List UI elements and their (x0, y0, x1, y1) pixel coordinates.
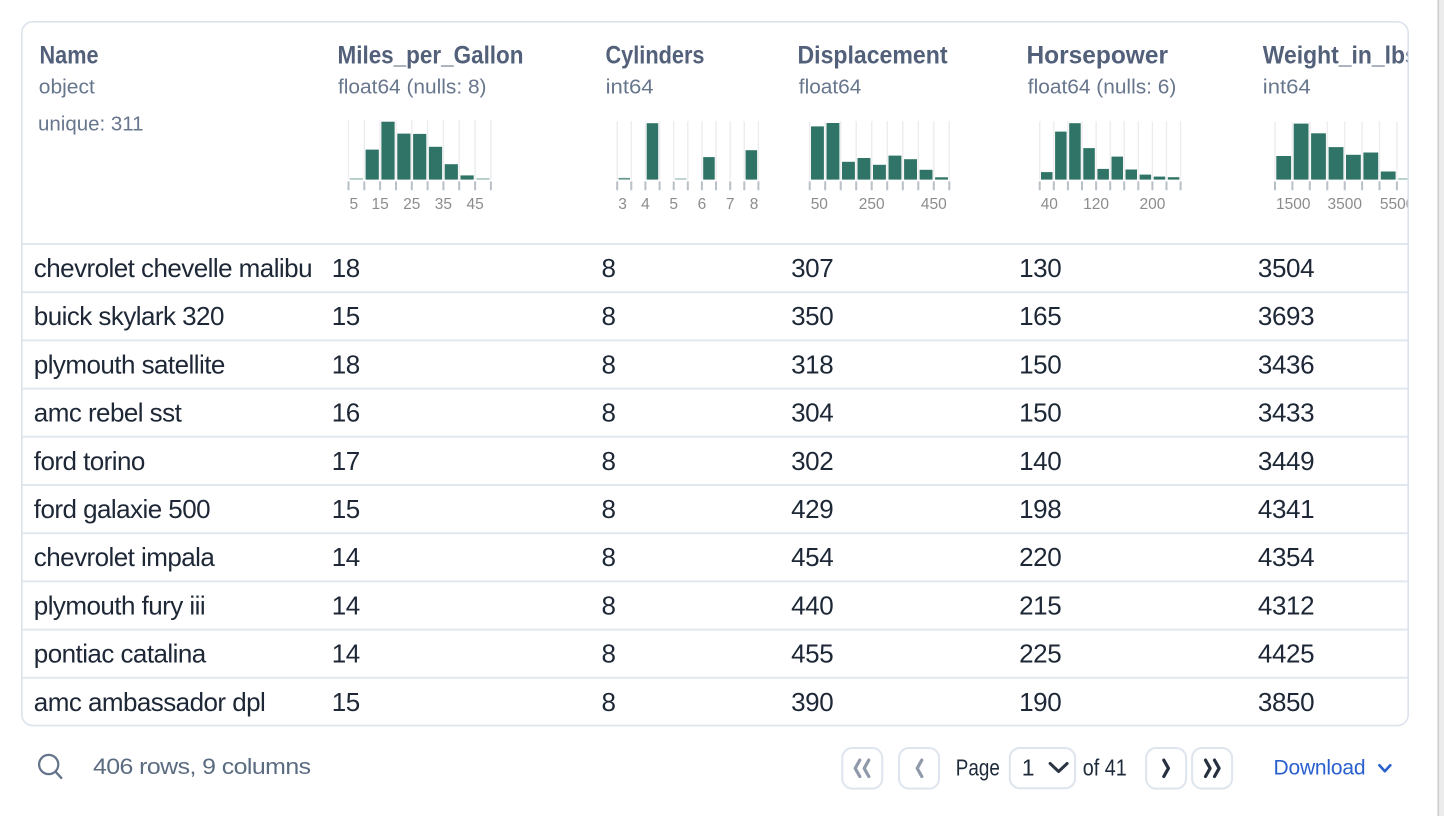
svg-text:float64: float64 (799, 77, 862, 99)
svg-text:ford torino: ford torino (34, 446, 145, 476)
svg-text:406 rows, 9 columns: 406 rows, 9 columns (93, 754, 311, 779)
svg-text:120: 120 (1083, 196, 1109, 213)
svg-text:plymouth fury iii: plymouth fury iii (34, 590, 205, 620)
svg-text:unique: 311: unique: 311 (38, 114, 144, 136)
svg-text:plymouth satellite: plymouth satellite (34, 349, 225, 379)
svg-text:225: 225 (1019, 639, 1061, 669)
svg-text:8: 8 (750, 196, 759, 213)
svg-text:8: 8 (602, 398, 616, 428)
svg-text:16: 16 (332, 398, 360, 428)
svg-text:455: 455 (791, 639, 833, 669)
svg-text:float64 (nulls: 6): float64 (nulls: 6) (1028, 77, 1177, 99)
svg-text:302: 302 (791, 446, 833, 476)
svg-text:198: 198 (1019, 494, 1061, 524)
svg-text:7: 7 (726, 196, 735, 213)
svg-text:150: 150 (1019, 398, 1061, 428)
svg-text:390: 390 (791, 687, 833, 717)
svg-text:220: 220 (1019, 542, 1061, 572)
svg-text:25: 25 (403, 196, 420, 213)
svg-text:14: 14 (332, 542, 360, 572)
svg-text:Download: Download (1274, 757, 1366, 780)
svg-text:8: 8 (602, 446, 616, 476)
svg-text:int64: int64 (606, 77, 654, 99)
svg-text:18: 18 (332, 349, 360, 379)
svg-text:8: 8 (602, 542, 616, 572)
svg-text:ford galaxie 500: ford galaxie 500 (34, 494, 210, 524)
svg-text:15: 15 (332, 301, 360, 331)
svg-text:chevrolet chevelle malibu: chevrolet chevelle malibu (34, 253, 312, 283)
svg-text:int64: int64 (1263, 77, 1311, 99)
svg-text:50: 50 (811, 196, 829, 213)
svg-text:8: 8 (602, 639, 616, 669)
svg-text:200: 200 (1139, 196, 1165, 213)
svg-text:pontiac catalina: pontiac catalina (34, 639, 207, 669)
svg-text:5500: 5500 (1380, 196, 1415, 213)
svg-text:15: 15 (332, 687, 360, 717)
svg-text:8: 8 (602, 494, 616, 524)
svg-text:4354: 4354 (1258, 542, 1314, 572)
svg-text:250: 250 (859, 196, 885, 213)
svg-text:8: 8 (602, 590, 616, 620)
svg-text:amc ambassador dpl: amc ambassador dpl (34, 687, 265, 717)
svg-text:454: 454 (791, 542, 833, 572)
svg-text:buick skylark 320: buick skylark 320 (34, 301, 224, 331)
svg-text:15: 15 (332, 494, 360, 524)
svg-text:of 41: of 41 (1083, 755, 1127, 781)
svg-text:Name: Name (40, 42, 99, 70)
svg-text:14: 14 (332, 590, 360, 620)
svg-text:3500: 3500 (1327, 196, 1362, 213)
svg-text:1500: 1500 (1276, 196, 1311, 213)
svg-text:8: 8 (602, 301, 616, 331)
svg-text:Cylinders: Cylinders (606, 42, 705, 70)
svg-text:amc rebel sst: amc rebel sst (34, 398, 183, 428)
svg-text:3433: 3433 (1258, 398, 1314, 428)
svg-text:float64 (nulls: 8): float64 (nulls: 8) (338, 77, 487, 99)
svg-text:450: 450 (921, 196, 947, 213)
svg-text:8: 8 (602, 349, 616, 379)
svg-text:8: 8 (602, 687, 616, 717)
svg-text:Page: Page (956, 755, 1000, 781)
svg-text:350: 350 (791, 301, 833, 331)
svg-text:Displacement: Displacement (798, 42, 949, 70)
svg-text:1: 1 (1022, 755, 1035, 781)
svg-text:215: 215 (1019, 590, 1061, 620)
svg-text:17: 17 (332, 446, 360, 476)
svg-text:40: 40 (1041, 196, 1059, 213)
svg-text:Weight_in_lbs: Weight_in_lbs (1263, 42, 1418, 70)
svg-text:165: 165 (1019, 301, 1061, 331)
svg-text:14: 14 (332, 639, 360, 669)
svg-text:45: 45 (466, 196, 483, 213)
svg-text:35: 35 (435, 196, 452, 213)
svg-text:130: 130 (1019, 253, 1061, 283)
svg-text:5: 5 (350, 196, 359, 213)
svg-text:307: 307 (791, 253, 833, 283)
svg-text:190: 190 (1019, 687, 1061, 717)
svg-text:150: 150 (1019, 349, 1061, 379)
svg-text:3449: 3449 (1258, 446, 1314, 476)
svg-text:3436: 3436 (1258, 349, 1314, 379)
svg-text:3: 3 (618, 196, 627, 213)
svg-text:304: 304 (791, 398, 833, 428)
svg-text:4312: 4312 (1258, 590, 1314, 620)
svg-text:4425: 4425 (1258, 639, 1314, 669)
svg-text:Miles_per_Gallon: Miles_per_Gallon (338, 42, 524, 70)
svg-text:3504: 3504 (1258, 253, 1314, 283)
svg-text:3850: 3850 (1258, 687, 1314, 717)
svg-text:318: 318 (791, 349, 833, 379)
svg-text:8: 8 (602, 253, 616, 283)
svg-text:chevrolet impala: chevrolet impala (34, 542, 216, 572)
svg-text:5: 5 (669, 196, 678, 213)
svg-text:429: 429 (791, 494, 833, 524)
svg-text:object: object (39, 77, 95, 99)
svg-text:Horsepower: Horsepower (1027, 42, 1169, 70)
svg-text:3693: 3693 (1258, 301, 1314, 331)
svg-text:140: 140 (1019, 446, 1061, 476)
svg-text:6: 6 (698, 196, 707, 213)
svg-text:440: 440 (791, 590, 833, 620)
svg-text:4341: 4341 (1258, 494, 1314, 524)
svg-text:15: 15 (371, 196, 388, 213)
svg-text:18: 18 (332, 253, 360, 283)
svg-text:4: 4 (641, 196, 650, 213)
